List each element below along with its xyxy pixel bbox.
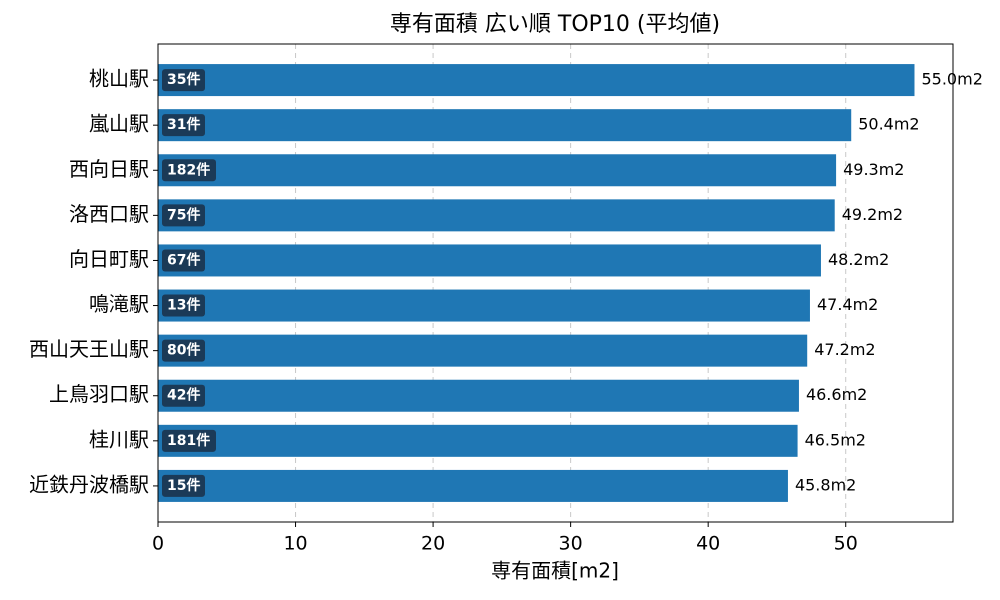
chart-title: 専有面積 広い順 TOP10 (平均値) [390,12,720,37]
bar [158,244,821,277]
count-label: 31件 [167,116,200,133]
value-label: 48.2m2 [828,250,889,269]
count-label: 75件 [167,206,200,223]
count-label: 67件 [167,251,200,268]
y-tick-label: 桃山駅 [89,67,149,91]
y-tick-label: 西向日駅 [69,157,149,181]
count-label: 182件 [167,161,210,178]
x-tick-label: 50 [834,533,858,555]
value-label: 55.0m2 [921,70,982,89]
count-badge [162,114,205,137]
value-label: 49.3m2 [843,160,904,179]
value-label: 46.6m2 [806,385,867,404]
y-tick-label: 嵐山駅 [89,112,149,136]
value-label: 49.2m2 [842,205,903,224]
count-badge [162,339,205,362]
bar [158,109,852,142]
value-label: 47.4m2 [817,295,878,314]
y-tick-label: 鳴滝駅 [89,292,149,316]
bar [158,289,810,322]
count-label: 80件 [167,342,200,359]
count-badge [162,474,205,497]
plot-frame [157,43,954,523]
bar [158,199,835,232]
y-tick-label: 近鉄丹波橋駅 [29,472,149,496]
bar [158,379,799,412]
bar [158,64,915,97]
count-badge [162,294,205,317]
value-label: 50.4m2 [858,115,919,134]
count-badge [162,204,205,227]
y-tick-label: 桂川駅 [89,427,149,451]
y-tick-label: 西山天王山駅 [29,337,149,361]
value-label: 46.5m2 [805,430,866,449]
x-axis-label: 専有面積[m2] [491,559,619,583]
bar [158,334,808,367]
x-tick-label: 10 [283,533,307,555]
count-label: 13件 [167,297,200,314]
value-label: 45.8m2 [795,475,856,494]
count-label: 35件 [167,71,200,88]
x-tick-label: 20 [421,533,445,555]
bar [158,424,798,457]
count-label: 15件 [167,477,200,494]
x-tick-label: 30 [559,533,583,555]
count-badge [162,429,216,452]
value-label: 47.2m2 [814,340,875,359]
y-tick-label: 洛西口駅 [69,202,149,226]
count-label: 181件 [167,432,210,449]
count-badge [162,159,216,182]
count-badge [162,69,205,92]
y-tick-label: 向日町駅 [69,247,149,271]
count-badge [162,249,205,272]
x-tick-label: 0 [152,533,164,555]
bar [158,154,837,187]
bar [158,469,788,502]
count-label: 42件 [167,387,200,404]
y-tick-label: 上鳥羽口駅 [49,382,149,406]
count-badge [162,384,205,407]
x-tick-label: 40 [696,533,720,555]
